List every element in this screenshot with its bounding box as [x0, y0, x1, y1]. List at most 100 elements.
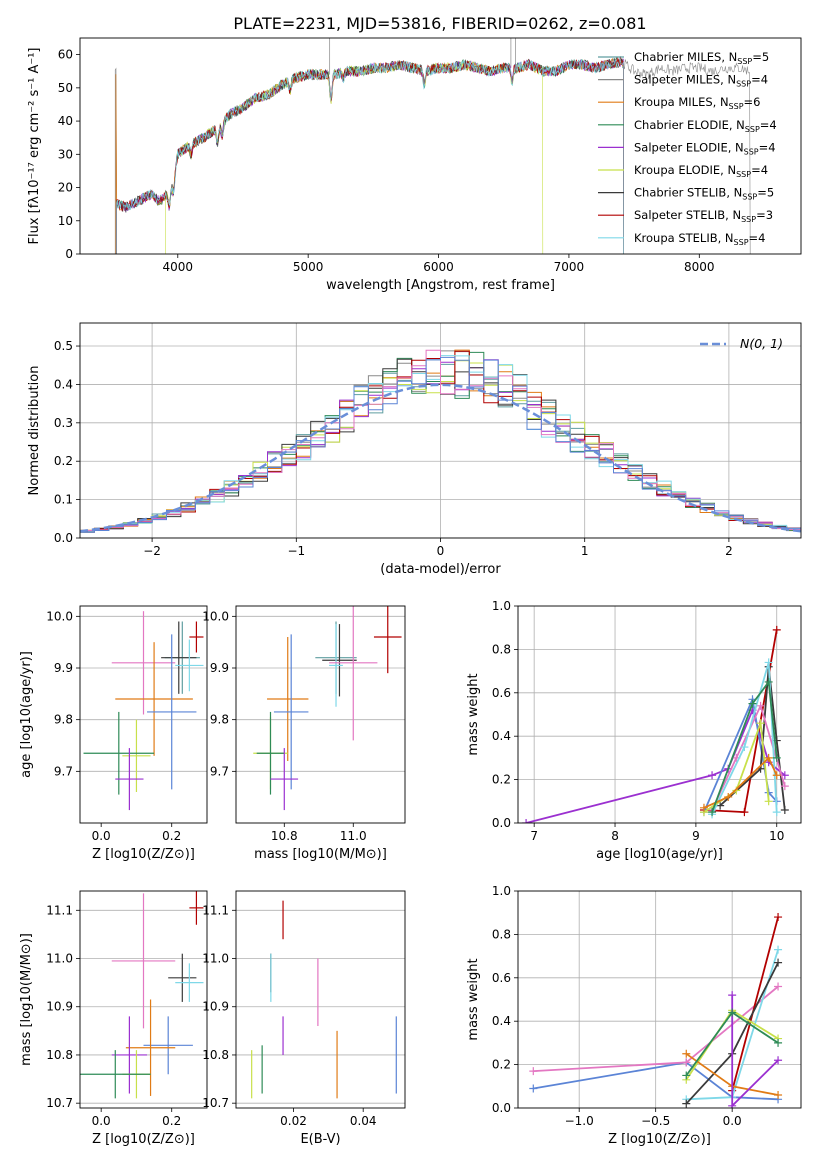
figure-title: PLATE=2231, MJD=53816, FIBERID=0262, z=0… — [233, 14, 646, 33]
weight-marker — [780, 782, 789, 791]
x-axis-label: Z [log10(Z/Z⊙)] — [92, 1132, 195, 1147]
x-axis-label: Z [log10(Z/Z⊙)] — [92, 847, 195, 862]
weight-marker — [699, 803, 708, 812]
x-tick-label: 6000 — [423, 260, 454, 274]
weight-line — [703, 696, 778, 813]
weight-marker — [529, 1084, 538, 1093]
y-tick-label: 11.0 — [46, 952, 73, 966]
y-tick-label: 0.8 — [492, 927, 511, 941]
axes-frame — [517, 605, 802, 824]
x-tick-label: 7 — [530, 829, 538, 843]
x-tick-label: 9 — [692, 829, 700, 843]
legend-value: =4 — [759, 140, 776, 154]
y-tick-label: 11.1 — [46, 903, 73, 917]
axes-mass_vs_Z: 0.0 0.2 10.7 10.8 10.9 11.0 11.1 Z [log10(Z/Z⊙)… — [19, 890, 208, 1147]
weight-marker — [764, 658, 773, 667]
y-axis-label: Flux [fλ10⁻¹⁷ erg cm⁻² s⁻¹ A⁻¹] — [27, 48, 42, 245]
x-tick-label: 5000 — [293, 260, 324, 274]
weight-marker — [774, 958, 783, 967]
histogram-blue — [80, 356, 801, 533]
weight-marker — [780, 805, 789, 814]
weight-marker — [756, 701, 765, 710]
weight-marker — [774, 1056, 783, 1065]
plot-area — [236, 900, 405, 1104]
weight-line — [731, 916, 779, 1091]
legend-value: =6 — [744, 95, 761, 109]
spectrum-line-salpeter_miles — [114, 58, 751, 254]
x-axis-label: E(B-V) — [300, 1132, 340, 1147]
x-axis-label: Z [log10(Z/Z⊙)] — [608, 1132, 711, 1147]
spectrum-line-chabrier_stelib — [116, 56, 624, 254]
y-tick-label: 0.8 — [492, 642, 511, 656]
y-axis-label: mass weight — [466, 673, 481, 755]
weight-marker — [772, 625, 781, 634]
legend-subscript: SSP — [741, 215, 756, 224]
axes-mass_vs_ebv: 0.02 0.04 10.7 10.8 10.9 11.0 11.1 E(B-V) — [202, 890, 406, 1147]
weight-line — [711, 679, 778, 813]
axes-mass_weight_vs_Z: −1.0 −0.5 0.0 0.0 0.2 0.4 0.6 0.8 1.0 Z [log10(Z/… — [466, 884, 802, 1147]
x-axis-label: age [log10(age/yr)] — [596, 847, 723, 862]
y-tick-label: 10.0 — [46, 609, 73, 623]
legend-subscript: SSP — [734, 238, 749, 247]
y-tick-label: 9.9 — [210, 661, 229, 675]
legend-subscript: SSP — [729, 102, 744, 111]
weight-marker — [708, 771, 717, 780]
x-tick-label: 10 — [769, 829, 784, 843]
weight-marker — [756, 719, 765, 728]
legend-label: Salpeter STELIB, NSSP=3 — [634, 208, 773, 224]
y-tick-label: 0.4 — [492, 729, 511, 743]
axes-residuals: −2 −1 0 1 2 0.0 0.1 0.2 0.3 0.4 0.5 (data-model)/er… — [27, 322, 802, 577]
legend-value: =4 — [751, 73, 768, 87]
y-tick-label: 10.7 — [46, 1096, 73, 1110]
weight-marker — [772, 771, 781, 780]
weight-marker — [740, 808, 749, 817]
y-tick-label: 0.2 — [492, 773, 511, 787]
axes-frame — [79, 37, 802, 255]
x-axis-label: mass [log10(M/M⊙)] — [254, 847, 387, 862]
y-tick-label: 9.8 — [210, 713, 229, 727]
plot-area — [236, 606, 405, 811]
spectrum-line-kroupa_miles — [115, 58, 624, 254]
spectrum-line-chabrier_elodie — [116, 56, 624, 254]
y-tick-label: 40 — [58, 114, 73, 128]
legend-subscript: SSP — [736, 80, 751, 89]
y-tick-label: 0.4 — [54, 377, 73, 391]
weight-line — [731, 995, 779, 1108]
spectrum-line-kroupa_stelib — [116, 58, 624, 254]
y-tick-label: 11.0 — [202, 952, 229, 966]
legend-label: Chabrier STELIB, NSSP=5 — [634, 186, 774, 202]
y-tick-label: 0.0 — [54, 531, 73, 545]
legend-value: =5 — [752, 50, 769, 64]
spectrum-line-kroupa_elodie — [165, 60, 544, 254]
weight-marker — [724, 792, 733, 801]
x-tick-label: 8 — [611, 829, 619, 843]
x-tick-label: 0 — [437, 544, 445, 558]
y-tick-label: 0.6 — [492, 971, 511, 985]
legend-label: Chabrier MILES, NSSP=5 — [634, 50, 769, 66]
weight-marker — [748, 699, 757, 708]
y-axis-label: age [log10(age/yr)] — [19, 651, 34, 778]
legend-label: Chabrier ELODIE, NSSP=4 — [634, 118, 777, 134]
weight-marker — [732, 786, 741, 795]
axes-age_vs_Z: 0.0 0.2 9.7 9.8 9.9 10.0 Z [log10(Z/Z⊙)] age [l… — [19, 605, 208, 862]
y-tick-label: 0.3 — [54, 416, 73, 430]
axes-spectrum: 4000 5000 6000 7000 8000 0 10 20 30 40 50 60 wavelen… — [27, 37, 802, 293]
legend-subscript: SSP — [744, 147, 759, 156]
weight-marker — [774, 1038, 783, 1047]
y-tick-label: 10.9 — [202, 1000, 229, 1014]
x-tick-label: 8000 — [684, 260, 715, 274]
y-tick-label: 9.9 — [54, 661, 73, 675]
y-tick-label: 50 — [58, 81, 73, 95]
weight-marker — [716, 801, 725, 810]
y-tick-label: 10.9 — [46, 1000, 73, 1014]
legend-label: Salpeter MILES, NSSP=4 — [634, 73, 768, 89]
spectrum-line-salpeter_elodie — [116, 58, 624, 254]
weight-marker — [682, 1049, 691, 1058]
legend-subscript: SSP — [736, 170, 751, 179]
y-tick-label: 10.8 — [46, 1048, 73, 1062]
x-tick-label: −1.0 — [565, 1114, 594, 1128]
x-tick-label: 10.8 — [271, 829, 298, 843]
weight-marker — [774, 945, 783, 954]
y-tick-label: 0.4 — [492, 1014, 511, 1028]
plot-area — [80, 891, 207, 1104]
